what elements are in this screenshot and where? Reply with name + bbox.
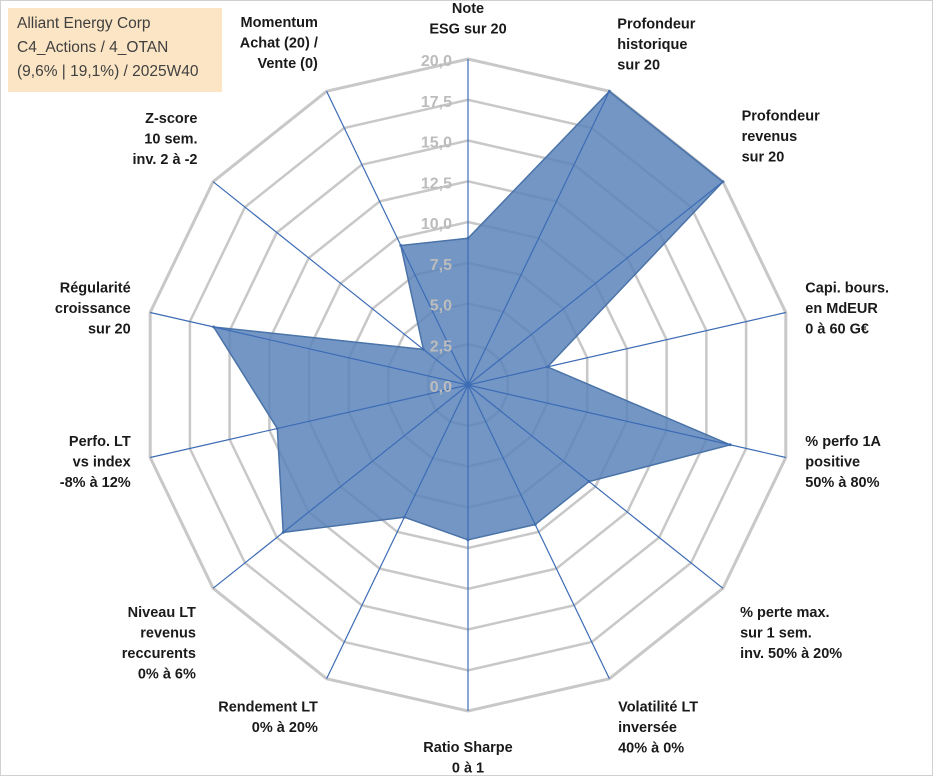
axis-label: Régularité croissance sur 20 [55,280,131,337]
axis-label: Volatilité LT inversée 40% à 0% [618,700,698,757]
tick-label: 10,0 [421,216,452,233]
axis-spoke [326,91,469,386]
axis-spoke [467,91,610,386]
axis-spoke [326,384,469,679]
tick-label: 20,0 [421,53,452,70]
axis-spoke [150,384,469,459]
axis-label: Profondeur historique sur 20 [617,17,695,74]
axis-spoke [467,311,786,386]
axis-label: Momentum Achat (20) / Vente (0) [240,15,318,72]
axis-label: Note ESG sur 20 [429,1,506,38]
axis-label: % perfo 1A positive 50% à 80% [805,434,881,491]
axis-label: % perte max. sur 1 sem. inv. 50% à 20% [740,605,842,662]
axis-spoke [467,384,786,459]
performance-week: (9,6% | 19,1%) / 2025W40 [17,63,199,80]
axis-spoke [467,384,610,679]
axis-spoke [212,384,469,589]
tick-label: 0,0 [430,379,452,396]
axis-spoke [467,384,724,589]
tick-label: 17,5 [421,94,452,111]
tick-label: 2,5 [430,338,452,355]
tick-label: 15,0 [421,135,452,152]
axis-label: Capi. bours. en MdEUR 0 à 60 G€ [805,280,889,337]
axis-spoke [212,181,469,386]
info-box: Alliant Energy Corp C4_Actions / 4_OTAN … [8,8,222,92]
axis-label: Perfo. LT vs index -8% à 12% [60,434,131,491]
company-name: Alliant Energy Corp [17,15,151,32]
axis-label: Profondeur revenus sur 20 [742,108,820,165]
axis-label: Ratio Sharpe 0 à 1 [423,740,512,776]
tick-label: 7,5 [430,257,452,274]
portfolio-path: C4_Actions / 4_OTAN [17,39,169,56]
axis-label: Niveau LT revenus reccurents 0% à 6% [122,605,196,683]
tick-label: 5,0 [430,298,452,315]
axis-spoke [467,181,724,386]
axis-label: Z-score 10 sem. inv. 2 à -2 [132,111,197,168]
axis-spoke [150,311,469,386]
series-area [212,90,733,541]
axis-label: Rendement LT 0% à 20% [218,700,318,737]
tick-label: 12,5 [421,175,452,192]
